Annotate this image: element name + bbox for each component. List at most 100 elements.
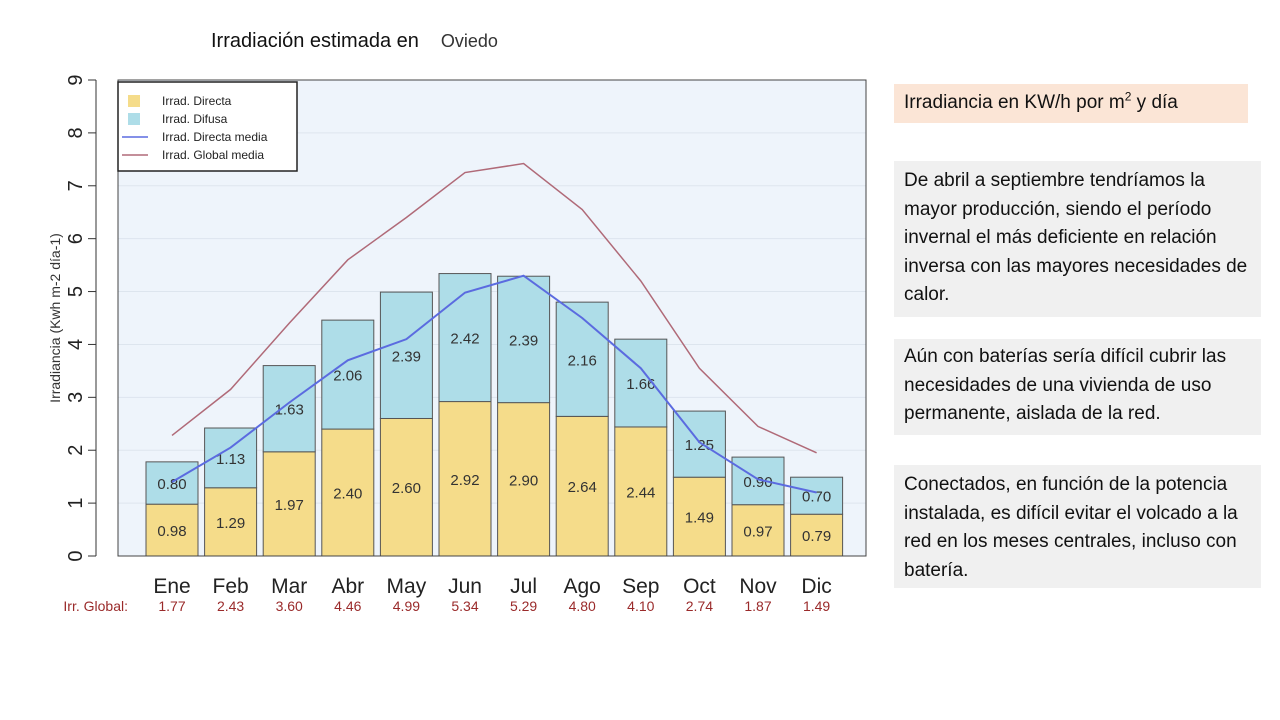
- plot-frame: [117, 79, 867, 557]
- bar-difusa: [790, 476, 844, 515]
- legend-label: Irrad. Difusa: [162, 112, 228, 126]
- label-difusa: 2.16: [568, 352, 597, 369]
- global-row-value: 5.29: [510, 598, 537, 614]
- x-tick-label: Ene: [153, 575, 190, 598]
- global-row-value: 5.34: [451, 598, 478, 614]
- y-tick-label: 4: [65, 339, 87, 350]
- y-tick-label: 2: [65, 445, 87, 456]
- x-tick-label: Oct: [683, 575, 716, 598]
- unit-note-before: Irradiancia en KW/h por m: [904, 92, 1125, 113]
- x-tick-label: Mar: [271, 575, 307, 598]
- legend-box: [117, 81, 298, 172]
- legend-label: Irrad. Global media: [162, 148, 264, 162]
- x-tick-label: Feb: [213, 575, 249, 598]
- global-row-value: 3.60: [276, 598, 303, 614]
- label-difusa: 2.39: [392, 348, 421, 365]
- note-production: De abril a septiembre tendríamos la mayo…: [894, 161, 1261, 317]
- bar-directa: [790, 513, 844, 557]
- label-directa: 0.79: [802, 528, 831, 545]
- label-difusa: 0.80: [157, 476, 186, 493]
- y-tick-label: 6: [65, 233, 87, 244]
- y-tick-label: 0: [65, 550, 87, 561]
- bar-difusa: [555, 301, 609, 417]
- y-tick-label: 9: [65, 74, 87, 85]
- label-directa: 2.92: [450, 472, 479, 489]
- bar-difusa: [262, 365, 316, 453]
- bar-difusa: [379, 291, 433, 419]
- line-global-media: [171, 162, 817, 454]
- x-tick-label: Jun: [448, 575, 482, 598]
- bar-directa: [262, 451, 316, 557]
- global-row-value: 1.87: [744, 598, 771, 614]
- global-row-value: 4.10: [627, 598, 654, 614]
- bar-directa: [145, 503, 199, 557]
- y-tick-label: 8: [65, 127, 87, 138]
- unit-note: Irradiancia en KW/h por m2 y día: [894, 84, 1248, 123]
- city-name: Oviedo: [440, 31, 498, 51]
- label-difusa: 1.63: [275, 402, 304, 419]
- label-difusa: 0.90: [743, 474, 772, 491]
- label-directa: 1.29: [216, 515, 245, 532]
- bar-directa: [379, 417, 433, 557]
- legend-label: Irrad. Directa: [162, 94, 232, 108]
- label-difusa: 2.42: [450, 331, 479, 348]
- global-row-value: 4.99: [393, 598, 420, 614]
- x-tick-label: Abr: [331, 575, 364, 598]
- global-row-value: 2.43: [217, 598, 244, 614]
- x-tick-label: Nov: [739, 575, 777, 598]
- bar-directa: [497, 402, 551, 557]
- bar-directa: [614, 426, 668, 557]
- unit-note-sup: 2: [1124, 89, 1132, 104]
- bar-difusa: [438, 273, 492, 403]
- label-directa: 0.98: [157, 523, 186, 540]
- label-directa: 2.90: [509, 472, 538, 489]
- y-tick-label: 5: [65, 286, 87, 297]
- label-directa: 2.40: [333, 486, 362, 503]
- global-row-value: 2.74: [686, 598, 713, 614]
- global-row-value: 4.80: [569, 598, 596, 614]
- bar-difusa: [497, 275, 551, 404]
- x-tick-label: May: [387, 575, 427, 598]
- label-directa: 2.44: [626, 484, 655, 501]
- y-tick-label: 7: [65, 180, 87, 191]
- global-row-value: 4.46: [334, 598, 361, 614]
- label-directa: 2.60: [392, 480, 421, 497]
- label-difusa: 1.66: [626, 376, 655, 393]
- bar-directa: [438, 401, 492, 557]
- bar-directa: [555, 415, 609, 557]
- label-difusa: 2.39: [509, 332, 538, 349]
- line-directa-media: [171, 274, 817, 494]
- x-tick-label: Dic: [801, 575, 831, 598]
- label-difusa: 1.13: [216, 451, 245, 468]
- x-tick-label: Sep: [622, 575, 659, 598]
- label-directa: 1.49: [685, 510, 714, 527]
- global-row-value: 1.49: [803, 598, 830, 614]
- legend-swatch-difusa: [128, 113, 140, 125]
- bar-difusa: [321, 319, 375, 430]
- x-tick-label: Jul: [510, 575, 537, 598]
- bar-difusa: [731, 456, 785, 506]
- note-batteries: Aún con baterías sería difícil cubrir la…: [894, 339, 1261, 435]
- legend-swatch-directa: [128, 95, 140, 107]
- bar-difusa: [145, 461, 199, 505]
- bar-directa: [321, 428, 375, 557]
- label-difusa: 2.06: [333, 368, 362, 385]
- label-directa: 2.64: [568, 479, 597, 496]
- x-tick-label: Ago: [564, 575, 601, 598]
- unit-note-after: y día: [1131, 92, 1178, 113]
- y-tick-label: 1: [65, 498, 87, 509]
- global-row-label: Irr. Global:: [63, 598, 128, 614]
- irradiance-chart: 0 1 2 3 4 5 6 7 8 9 Irradiancia (Kwh m-2 día-1) 0.9…: [47, 74, 867, 614]
- y-tick-label: 3: [65, 392, 87, 403]
- y-axis-label: Irradiancia (Kwh m-2 día-1): [47, 233, 63, 403]
- global-row-value: 1.77: [158, 598, 185, 614]
- slide-title-text: Irradiación estimada en: [211, 30, 419, 52]
- label-difusa: 0.70: [802, 489, 831, 506]
- note-grid: Conectados, en función de la potencia in…: [894, 465, 1261, 588]
- legend-label: Irrad. Directa media: [162, 130, 268, 144]
- bar-difusa: [672, 410, 726, 478]
- label-directa: 1.97: [275, 497, 304, 514]
- label-difusa: 1.25: [685, 437, 714, 454]
- label-directa: 0.97: [743, 523, 772, 540]
- slide-title: Irradiación estimada en Oviedo: [211, 30, 498, 53]
